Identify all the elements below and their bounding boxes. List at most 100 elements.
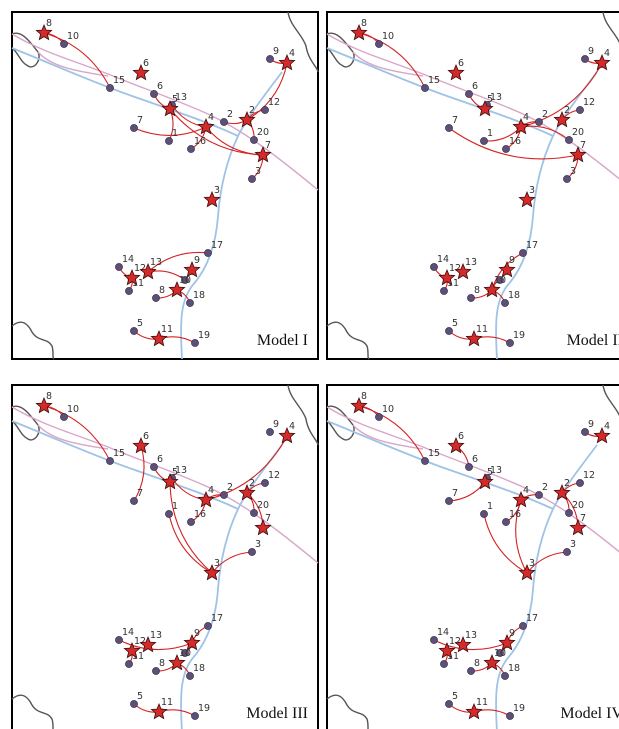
- hub-star-icon: [350, 23, 368, 41]
- hub-star-icon: [498, 260, 516, 278]
- site-label: 17: [526, 613, 538, 624]
- hub-label: 9: [194, 255, 200, 266]
- hub-star-icon: [278, 53, 296, 71]
- site-label: 2: [542, 109, 548, 120]
- site-marker-1: [165, 137, 173, 145]
- site-label: 10: [382, 31, 394, 42]
- site-label: 10: [67, 404, 79, 415]
- hub-label: 7: [580, 140, 586, 151]
- site-label: 6: [472, 454, 478, 465]
- site-marker-18: [501, 672, 509, 680]
- hub-label: 12: [134, 263, 146, 274]
- site-marker-1: [165, 510, 173, 518]
- hub-star-icon: [569, 518, 587, 536]
- road-branch: [352, 51, 424, 77]
- site-marker-6: [150, 90, 158, 98]
- allocation-arrow: [520, 62, 603, 128]
- site-marker-18: [501, 299, 509, 307]
- site-label: 5: [452, 318, 458, 329]
- site-label: 14: [437, 627, 449, 638]
- site-marker-16: [187, 518, 195, 526]
- site-label: 19: [513, 703, 525, 714]
- site-marker-3: [563, 175, 571, 183]
- site-marker-7: [445, 124, 453, 132]
- hub-label: 13: [465, 630, 477, 641]
- road-branch: [352, 424, 424, 450]
- site-marker-9: [266, 428, 274, 436]
- hub-label: 10: [179, 648, 191, 659]
- site-marker-20: [250, 136, 258, 144]
- site-label: 20: [257, 500, 269, 511]
- site-label: 13: [175, 465, 187, 476]
- hub-star-icon: [132, 436, 150, 454]
- site-marker-11: [125, 287, 133, 295]
- site-label: 9: [273, 419, 279, 430]
- site-label: 12: [268, 470, 280, 481]
- hub-label: 2: [564, 105, 570, 116]
- hub-label: 7: [580, 513, 586, 524]
- road-branch: [37, 424, 109, 450]
- hub-star-icon: [476, 472, 494, 490]
- site-marker-11: [440, 660, 448, 668]
- hub-star-icon: [483, 653, 501, 671]
- site-label: 9: [273, 46, 279, 57]
- site-marker-4: [496, 649, 504, 657]
- site-marker-4: [181, 276, 189, 284]
- hub-label: 6: [143, 431, 149, 442]
- site-label: 17: [526, 240, 538, 251]
- site-marker-18: [186, 672, 194, 680]
- hub-star-icon: [150, 702, 168, 720]
- site-marker-10: [60, 413, 68, 421]
- site-marker-11: [440, 287, 448, 295]
- site-label: 3: [570, 166, 576, 177]
- hub-star-icon: [161, 472, 179, 490]
- site-label: 17: [211, 240, 223, 251]
- allocation-arrow: [483, 513, 528, 574]
- site-label: 7: [452, 115, 458, 126]
- site-marker-17: [204, 622, 212, 630]
- site-label: 8: [474, 658, 480, 669]
- site-marker-8: [152, 667, 160, 675]
- hub-star-icon: [197, 490, 215, 508]
- site-label: 19: [198, 330, 210, 341]
- site-marker-5: [445, 700, 453, 708]
- hub-star-icon: [438, 641, 456, 659]
- allocation-arrow: [168, 513, 213, 574]
- site-label: 15: [113, 75, 125, 86]
- hub-star-icon: [512, 117, 530, 135]
- site-marker-16: [187, 145, 195, 153]
- hub-star-icon: [35, 23, 53, 41]
- site-label: 3: [570, 539, 576, 550]
- hub-label: 4: [523, 112, 529, 123]
- site-marker-14: [115, 263, 123, 271]
- road-line: [326, 406, 619, 553]
- site-label: 5: [137, 318, 143, 329]
- site-marker-2: [220, 118, 228, 126]
- hub-label: 13: [465, 257, 477, 268]
- hub-label: 2: [564, 478, 570, 489]
- hub-label: 2: [249, 105, 255, 116]
- site-label: 1: [487, 501, 493, 512]
- site-label: 2: [227, 109, 233, 120]
- site-label: 18: [193, 290, 205, 301]
- site-marker-1: [480, 137, 488, 145]
- hub-label: 3: [529, 185, 535, 196]
- hub-label: 9: [194, 628, 200, 639]
- site-marker-9: [581, 428, 589, 436]
- site-label: 2: [542, 482, 548, 493]
- site-marker-2: [535, 491, 543, 499]
- site-marker-5: [130, 700, 138, 708]
- road-branch: [37, 51, 109, 77]
- site-marker-3: [248, 175, 256, 183]
- site-marker-9: [266, 55, 274, 63]
- site-marker-5: [130, 327, 138, 335]
- hub-label: 5: [487, 467, 493, 478]
- site-label: 9: [588, 419, 594, 430]
- hub-label: 8: [46, 391, 52, 402]
- allocation-arrow: [42, 404, 111, 462]
- hub-label: 3: [214, 185, 220, 196]
- site-marker-3: [248, 548, 256, 556]
- allocation-arrow: [357, 404, 426, 462]
- site-marker-15: [421, 84, 429, 92]
- hub-star-icon: [183, 633, 201, 651]
